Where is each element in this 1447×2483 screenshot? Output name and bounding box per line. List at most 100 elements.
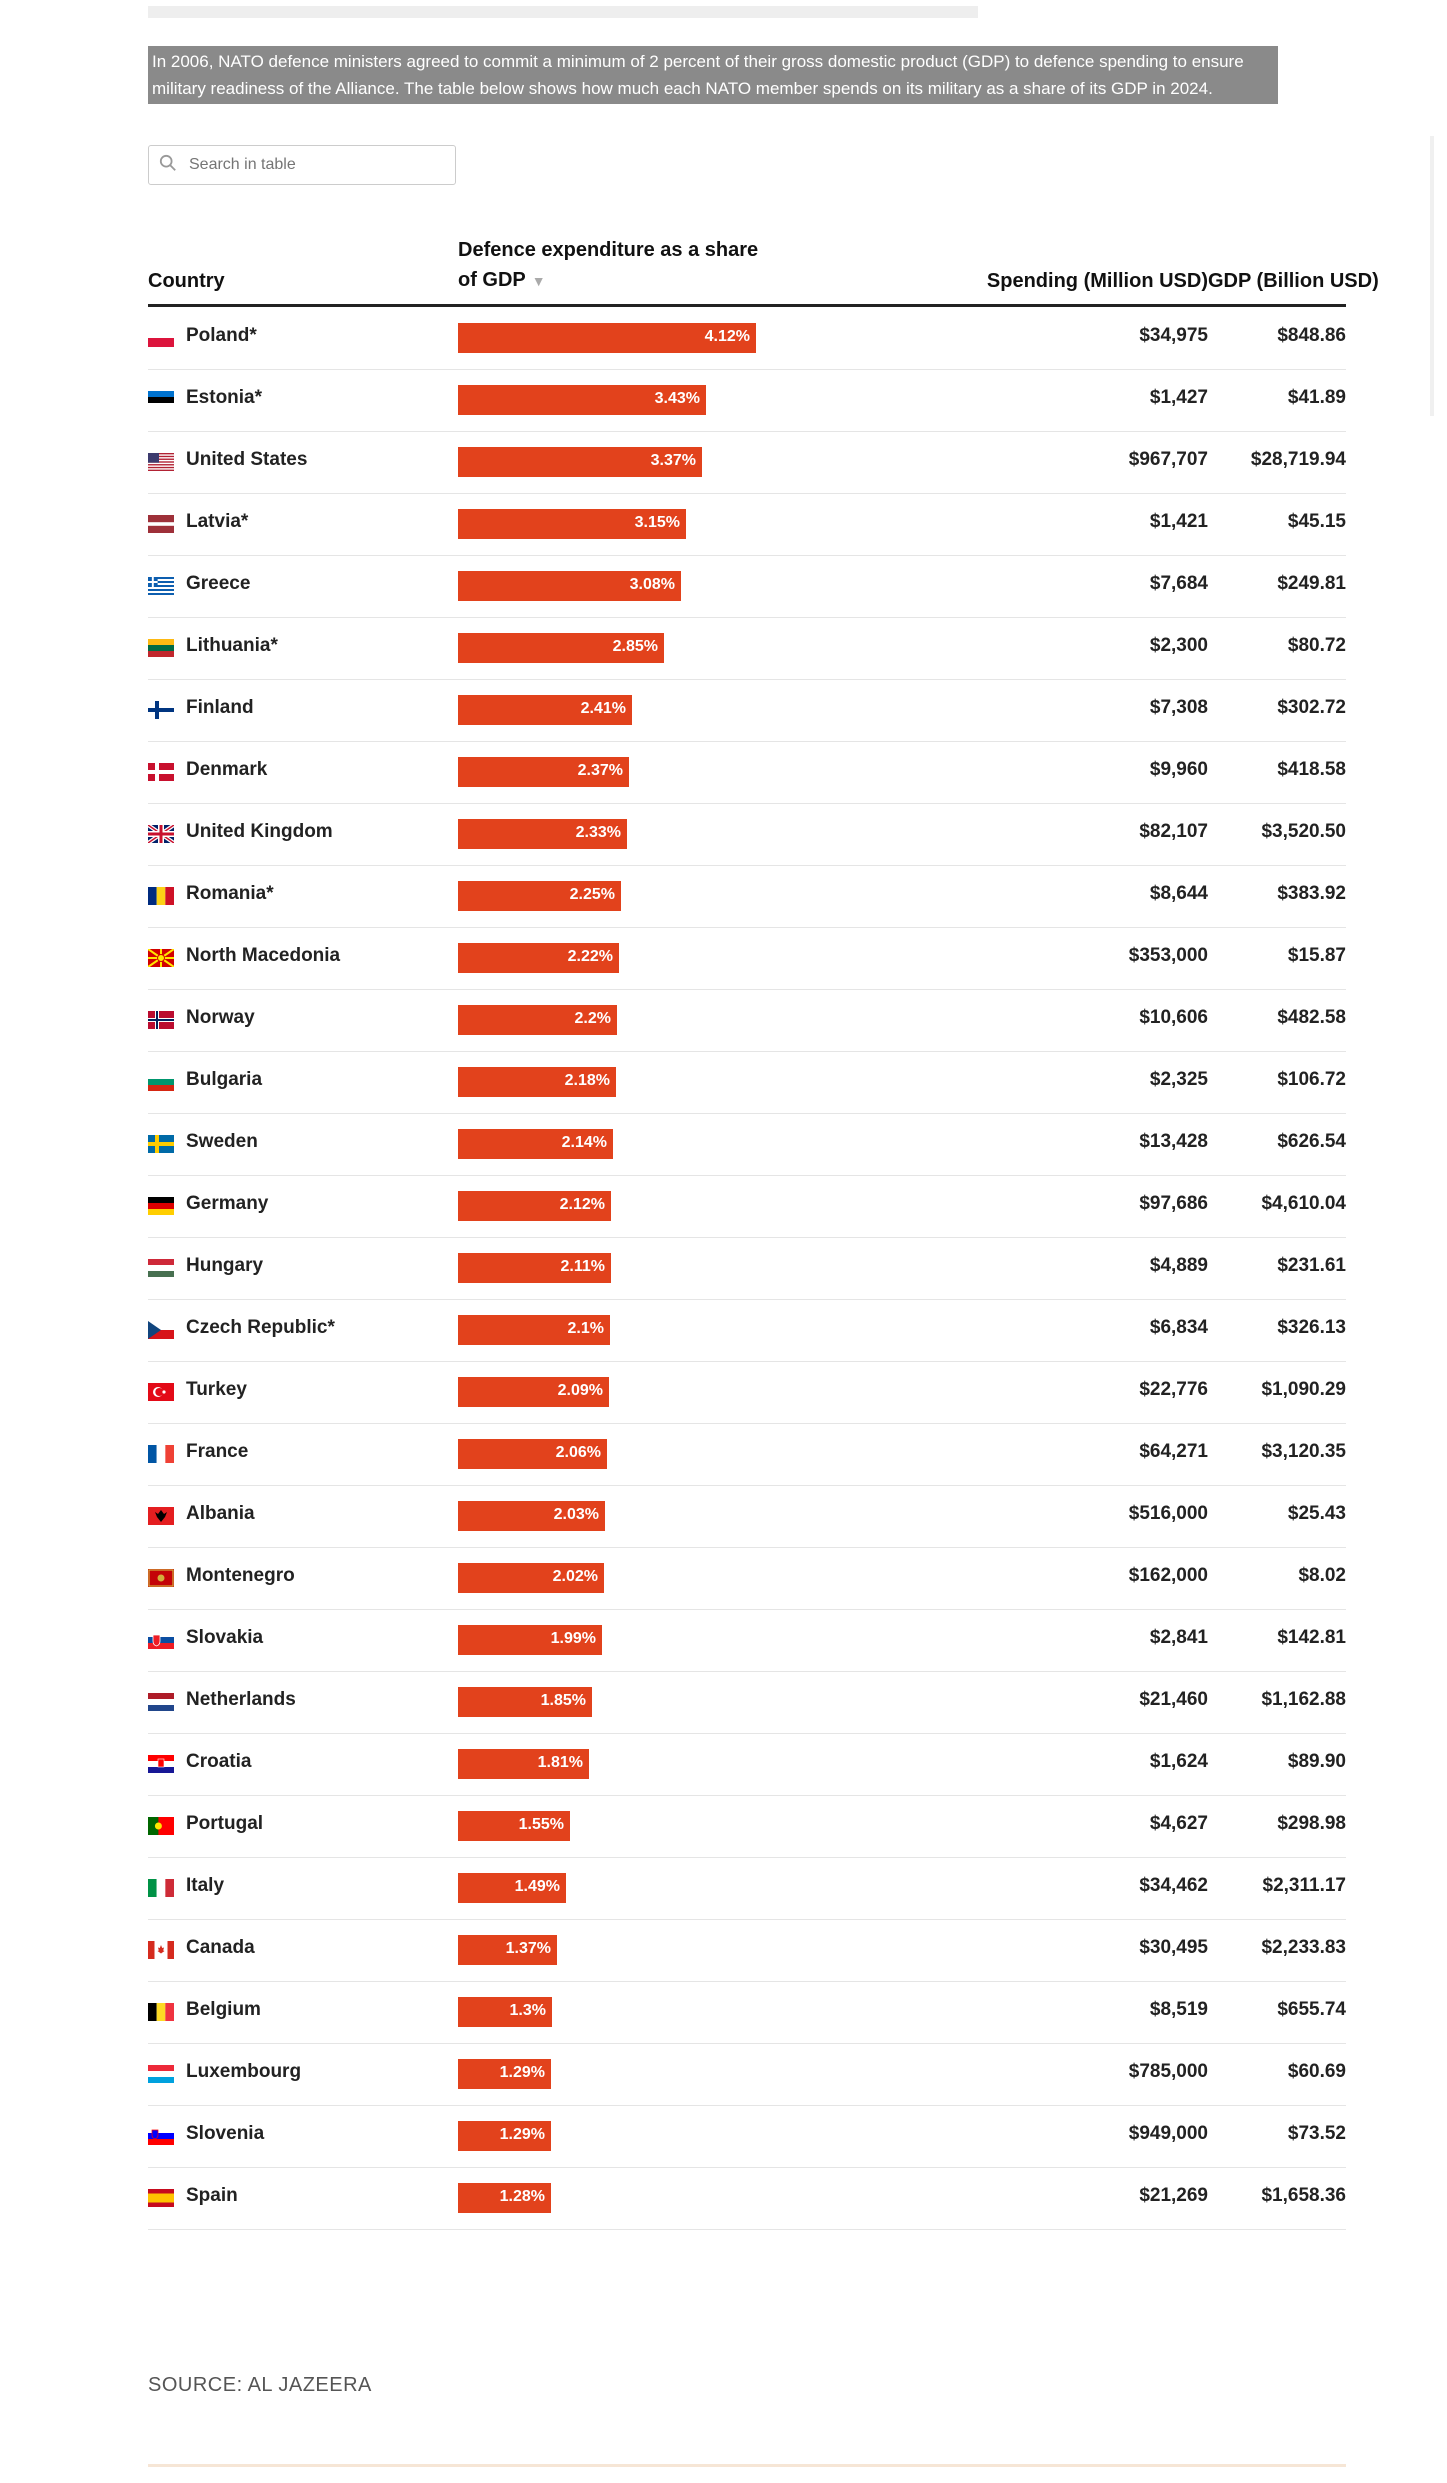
share-bar: 2.18%: [458, 1067, 616, 1097]
spending-value: $2,325: [1149, 1069, 1208, 1090]
share-bar-label: 1.99%: [550, 1630, 596, 1647]
table-row: Denmark 2.37% $9,960 $418.58: [148, 741, 1346, 804]
czech-flag-icon: [148, 1321, 174, 1339]
country-name: Lithuania*: [186, 635, 278, 656]
table-row: Lithuania* 2.85% $2,300 $80.72: [148, 617, 1346, 680]
country-name: France: [186, 1441, 249, 1462]
spending-value: $785,000: [1128, 2061, 1208, 2082]
gdp-value: $106.72: [1277, 1069, 1346, 1090]
search-box[interactable]: [148, 145, 456, 185]
sweden-flag-icon: [148, 1135, 174, 1153]
spending-value: $21,269: [1139, 2185, 1208, 2206]
norway-flag-icon: [148, 1011, 174, 1029]
share-bar-label: 2.22%: [567, 948, 613, 965]
gdp-value: $2,233.83: [1261, 1937, 1346, 1958]
share-bar-label: 3.08%: [629, 576, 675, 593]
search-icon: [159, 154, 177, 177]
table-row: United States 3.37% $967,707 $28,719.94: [148, 431, 1346, 494]
gdp-value: $482.58: [1277, 1007, 1346, 1028]
share-bar: 2.2%: [458, 1005, 617, 1035]
country-name: Montenegro: [186, 1565, 295, 1586]
share-bar-label: 2.03%: [553, 1506, 599, 1523]
gdp-value: $298.98: [1277, 1813, 1346, 1834]
country-name: Canada: [186, 1937, 255, 1958]
share-bar: 1.28%: [458, 2183, 551, 2213]
spending-value: $4,889: [1149, 1255, 1208, 1276]
spending-value: $2,300: [1149, 635, 1208, 656]
spending-value: $10,606: [1139, 1007, 1208, 1028]
table-row: Slovakia 1.99% $2,841 $142.81: [148, 1609, 1346, 1672]
country-name: Norway: [186, 1007, 255, 1028]
country-name: Albania: [186, 1503, 255, 1524]
gdp-value: $1,090.29: [1261, 1379, 1346, 1400]
share-bar: 1.49%: [458, 1873, 566, 1903]
search-input[interactable]: [187, 155, 441, 175]
gdp-value: $383.92: [1277, 883, 1346, 904]
share-bar-label: 1.3%: [509, 2002, 546, 2019]
gdp-value: $41.89: [1287, 387, 1346, 408]
gdp-value: $4,610.04: [1261, 1193, 1346, 1214]
share-bar: 2.06%: [458, 1439, 607, 1469]
header-gdp[interactable]: GDP (Billion USD): [1208, 270, 1379, 292]
intro-text: In 2006, NATO defence ministers agreed t…: [148, 46, 1278, 104]
gdp-value: $1,658.36: [1261, 2185, 1346, 2206]
header-share[interactable]: Defence expenditure as a share of GDP ▼: [458, 235, 768, 296]
table-row: United Kingdom 2.33% $82,107 $3,520.50: [148, 803, 1346, 866]
table-row: Luxembourg 1.29% $785,000 $60.69: [148, 2043, 1346, 2106]
spending-value: $34,462: [1139, 1875, 1208, 1896]
table-row: Germany 2.12% $97,686 $4,610.04: [148, 1175, 1346, 1238]
share-bar-label: 4.12%: [704, 328, 750, 345]
table-row: Portugal 1.55% $4,627 $298.98: [148, 1795, 1346, 1858]
gdp-value: $326.13: [1277, 1317, 1346, 1338]
turkey-flag-icon: [148, 1383, 174, 1401]
table-row: Latvia* 3.15% $1,421 $45.15: [148, 493, 1346, 556]
share-bar-label: 2.09%: [557, 1382, 603, 1399]
share-bar: 4.12%: [458, 323, 756, 353]
country-name: Belgium: [186, 1999, 261, 2020]
header-share-label: Defence expenditure as a share of GDP: [458, 239, 759, 291]
country-name: Romania*: [186, 883, 274, 904]
share-bar: 2.09%: [458, 1377, 609, 1407]
estonia-flag-icon: [148, 391, 174, 409]
bulgaria-flag-icon: [148, 1073, 174, 1091]
country-name: Slovenia: [186, 2123, 265, 2144]
country-name: Latvia*: [186, 511, 249, 532]
header-spending[interactable]: Spending (Million USD): [986, 270, 1208, 292]
gdp-value: $15.87: [1287, 945, 1346, 966]
table-row: Poland* 4.12% $34,975 $848.86: [148, 307, 1346, 370]
gdp-value: $73.52: [1287, 2123, 1346, 2144]
country-name: Netherlands: [186, 1689, 296, 1710]
spending-value: $97,686: [1139, 1193, 1208, 1214]
gdp-value: $418.58: [1277, 759, 1346, 780]
country-name: Hungary: [186, 1255, 264, 1276]
spending-value: $34,975: [1139, 325, 1208, 346]
gdp-value: $231.61: [1277, 1255, 1346, 1276]
table-row: Czech Republic* 2.1% $6,834 $326.13: [148, 1299, 1346, 1362]
share-bar-label: 1.85%: [540, 1692, 586, 1709]
share-bar-label: 3.37%: [650, 452, 696, 469]
spending-value: $30,495: [1139, 1937, 1208, 1958]
spending-value: $516,000: [1128, 1503, 1208, 1524]
spending-value: $8,644: [1149, 883, 1208, 904]
share-bar-label: 1.37%: [505, 1940, 551, 1957]
country-name: United Kingdom: [186, 821, 333, 842]
table-header: Country Defence expenditure as a share o…: [148, 232, 1379, 307]
spain-flag-icon: [148, 2189, 174, 2207]
gdp-value: $1,162.88: [1261, 1689, 1346, 1710]
country-name: Bulgaria: [186, 1069, 263, 1090]
germany-flag-icon: [148, 1197, 174, 1215]
share-bar-label: 2.85%: [612, 638, 658, 655]
country-name: Slovakia: [186, 1627, 264, 1648]
share-bar: 2.02%: [458, 1563, 604, 1593]
belgium-flag-icon: [148, 2003, 174, 2021]
spending-value: $82,107: [1139, 821, 1208, 842]
slovakia-flag-icon: [148, 1631, 174, 1649]
country-name: Czech Republic*: [186, 1317, 335, 1338]
spending-value: $7,684: [1149, 573, 1208, 594]
country-name: Estonia*: [186, 387, 263, 408]
header-country[interactable]: Country: [148, 270, 225, 292]
share-bar-label: 2.33%: [575, 824, 621, 841]
share-bar: 1.29%: [458, 2059, 551, 2089]
poland-flag-icon: [148, 329, 174, 347]
greece-flag-icon: [148, 577, 174, 595]
